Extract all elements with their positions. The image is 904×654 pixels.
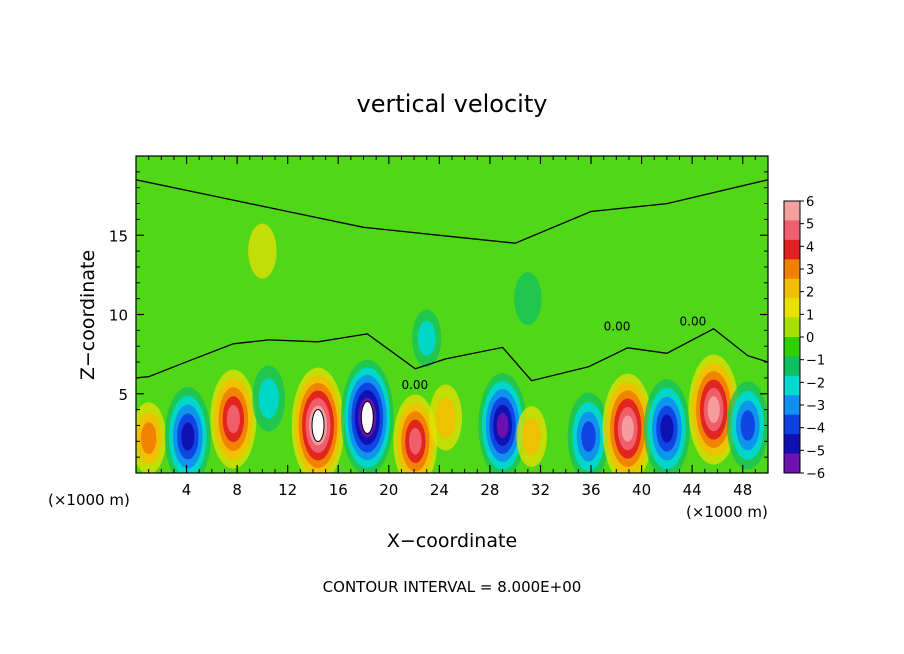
x-tick-label: 32 (531, 481, 550, 499)
x-tick-label: 8 (232, 481, 242, 499)
velocity-level (248, 223, 277, 279)
velocity-level (740, 410, 755, 441)
velocity-cell-4 (291, 367, 345, 473)
velocity-level (581, 421, 596, 452)
velocity-level (514, 272, 542, 326)
colorbar-label: −3 (806, 399, 825, 414)
colorbar-swatch (784, 201, 800, 221)
colorbar-swatch (784, 239, 800, 260)
velocity-cell-11 (602, 373, 653, 473)
velocity-cell-15 (412, 309, 442, 367)
velocity-cell-13 (688, 354, 739, 465)
x-tick-label: 48 (733, 481, 752, 499)
x-tick-label: 16 (329, 481, 348, 499)
velocity-level (621, 415, 634, 442)
velocity-cell-1 (164, 387, 211, 473)
y-tick-label: 10 (109, 307, 128, 325)
x-tick-label: 44 (683, 481, 702, 499)
colorbar-label: 6 (806, 195, 814, 210)
colorbar-label: 2 (806, 286, 814, 301)
x-tick-label: 20 (379, 481, 398, 499)
plot-area: 0.00 0.00 0.00 (135, 155, 769, 474)
colorbar-swatch (784, 298, 800, 319)
x-axis-label: X−coordinate (387, 530, 517, 552)
x-tick-label: 40 (632, 481, 651, 499)
colorbar-label: −5 (806, 444, 825, 459)
y-axis-label: Z−coordinate (77, 250, 99, 380)
velocity-level (496, 412, 509, 439)
velocity-level (226, 405, 240, 434)
colorbar-label: −4 (806, 422, 825, 437)
colorbar-swatch (784, 434, 800, 455)
colorbar-swatch (784, 278, 800, 299)
contour-lines: 0.00 0.00 0.00 (136, 179, 768, 392)
x-axis: 4 8 12 16 20 24 28 32 36 40 44 48 (148, 156, 756, 499)
velocity-cell-0 (136, 402, 167, 473)
zero-contour-upper (136, 179, 768, 244)
colorbar-label: 1 (806, 308, 814, 323)
contour-interval-note: CONTOUR INTERVAL = 8.000E+00 (323, 578, 582, 596)
velocity-cell-14 (726, 381, 768, 470)
velocity-level (417, 320, 436, 356)
colorbar-swatch (784, 453, 800, 474)
velocity-level (140, 422, 157, 455)
velocity-peak (360, 401, 374, 435)
contour-label: 0.00 (604, 319, 631, 333)
velocity-level (435, 397, 456, 438)
velocity-level (258, 378, 279, 419)
contour-label: 0.00 (680, 315, 707, 329)
colorbar-swatch (784, 375, 800, 396)
velocity-cell-8 (478, 373, 527, 473)
colorbar-label: 0 (806, 331, 814, 346)
colorbar-swatch (784, 414, 800, 435)
velocity-peak (311, 408, 325, 442)
colorbar-swatch (784, 259, 800, 280)
y-tick-label: 5 (118, 386, 128, 404)
velocity-field (136, 223, 768, 473)
x-unit-label-left: (×1000 m) (48, 491, 130, 509)
colorbar-swatch (784, 395, 800, 416)
chart-title: vertical velocity (357, 90, 548, 118)
velocity-cell-12 (643, 379, 690, 473)
colorbar-swatch (784, 220, 800, 241)
colorbar: 6 5 4 3 2 1 0 −1 −2 −3 −4 −5 −6 (783, 195, 825, 482)
velocity-cell-9 (516, 406, 547, 467)
y-axis: 5 10 15 (109, 171, 768, 458)
velocity-cell-3 (252, 365, 286, 432)
velocity-cell-2 (210, 369, 257, 469)
contour-label: 0.00 (401, 378, 428, 392)
velocity-level (522, 417, 542, 456)
colorbar-swatch (784, 356, 800, 377)
velocity-level (181, 422, 195, 451)
velocity-cell-5 (341, 359, 394, 473)
colorbar-label: −1 (806, 354, 825, 369)
velocity-cell-17 (248, 223, 277, 279)
velocity-level (707, 396, 720, 423)
y-tick-label: 15 (109, 227, 128, 245)
velocity-cell-6 (393, 394, 438, 473)
x-unit-label-right: (×1000 m) (686, 503, 768, 521)
colorbar-label: 5 (806, 218, 814, 233)
velocity-level (409, 427, 422, 455)
colorbar-label: −2 (806, 376, 825, 391)
x-tick-label: 36 (581, 481, 600, 499)
velocity-cell-10 (567, 392, 610, 473)
colorbar-label: 3 (806, 263, 814, 278)
x-tick-label: 12 (278, 481, 297, 499)
x-tick-label: 24 (430, 481, 449, 499)
zero-contour (136, 328, 768, 382)
colorbar-swatch (784, 317, 800, 338)
velocity-cell-16 (514, 272, 542, 326)
x-tick-label: 4 (182, 481, 192, 499)
colorbar-label: −6 (806, 467, 825, 482)
x-tick-label: 28 (480, 481, 499, 499)
velocity-level (660, 414, 674, 443)
velocity-cell-7 (429, 384, 463, 451)
colorbar-swatch (784, 337, 800, 357)
colorbar-label: 4 (806, 240, 814, 255)
